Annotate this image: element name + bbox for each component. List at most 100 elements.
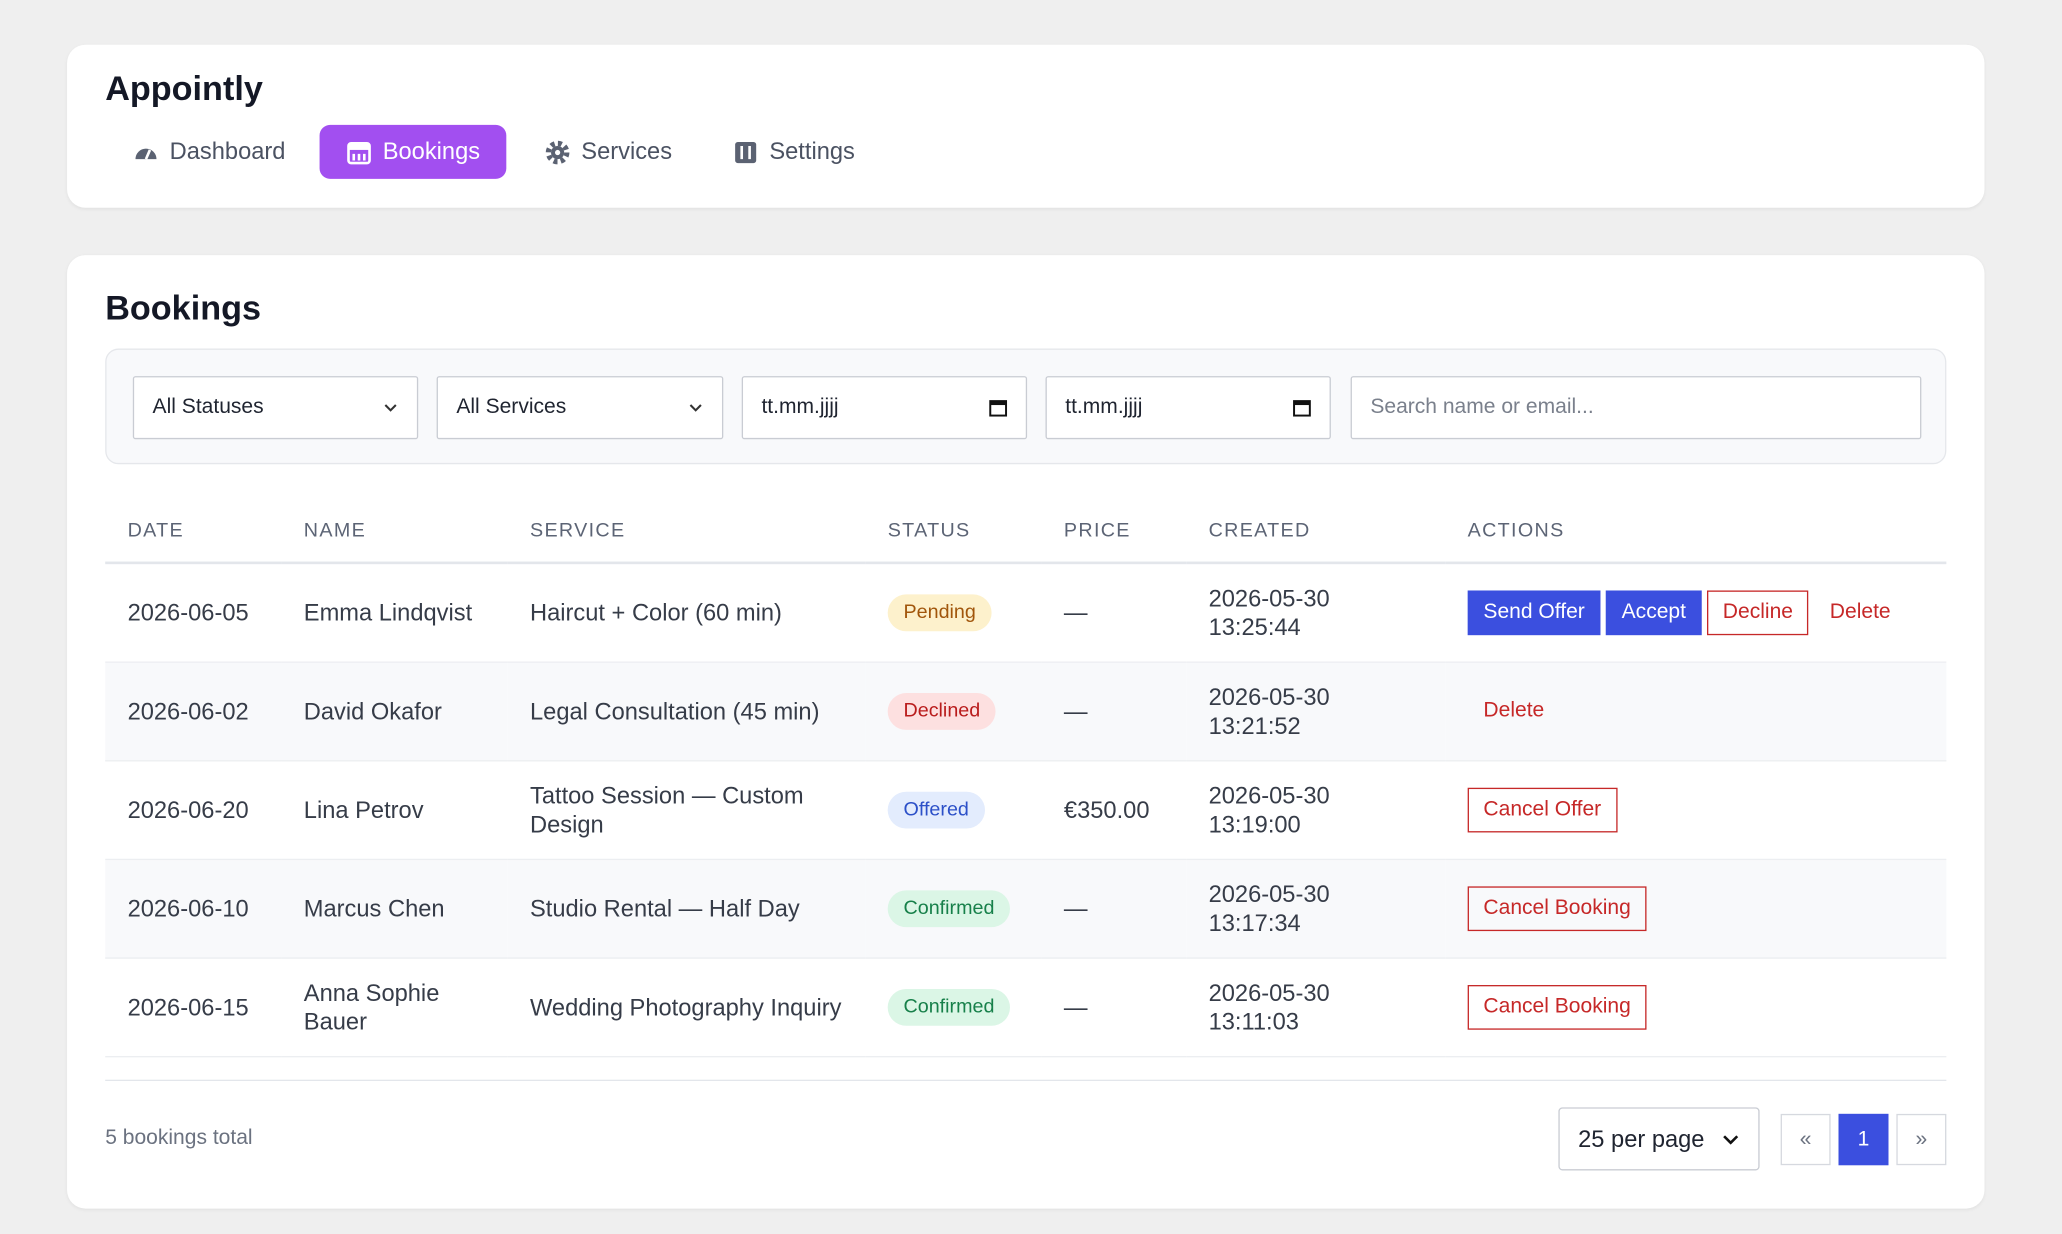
column-header: NAME — [281, 499, 508, 565]
column-header: ACTIONS — [1445, 499, 1947, 565]
created: 2026-05-30 13:21:52 — [1186, 662, 1446, 762]
bookings-table: DATE NAME SERVICE STATUS PRICE CREATED A… — [105, 499, 1947, 1058]
status-cell: Offered — [865, 760, 1042, 861]
divider — [105, 1079, 1947, 1082]
per-page-select[interactable]: 25 per page — [1558, 1107, 1760, 1171]
calendar-icon — [989, 400, 1008, 417]
status-badge: Offered — [887, 791, 985, 829]
created: 2026-05-30 13:17:34 — [1186, 859, 1446, 959]
column-header: DATE — [105, 499, 282, 565]
search-input[interactable]: Search name or email... — [1350, 376, 1922, 440]
name: Emma Lindqvist — [281, 562, 508, 663]
service: Haircut + Color (60 min) — [507, 562, 866, 663]
booking-row: 2026-06-02 David Okafor Legal Consultati… — [105, 662, 1947, 762]
icon — [545, 140, 570, 164]
booking-row: 2026-06-15 Anna Sophie Bauer Wedding Pho… — [105, 958, 1947, 1058]
service: Studio Rental — Half Day — [507, 859, 866, 959]
action-button[interactable]: Cancel Offer — [1467, 787, 1617, 833]
chevron — [689, 404, 702, 412]
column-header: SERVICE — [507, 499, 866, 565]
action-button[interactable]: Decline — [1707, 590, 1809, 636]
section-title: Bookings — [105, 288, 261, 328]
action-button[interactable]: Delete — [1483, 699, 1545, 722]
column-header: STATUS — [865, 499, 1042, 565]
icon — [135, 147, 157, 159]
status-badge: Pending — [887, 594, 992, 632]
date: 2026-06-02 — [105, 662, 282, 762]
booking-row: 2026-06-10 Marcus Chen Studio Rental — H… — [105, 859, 1947, 959]
actions: Cancel Offer — [1445, 760, 1947, 861]
action-button[interactable]: Cancel Booking — [1467, 886, 1647, 932]
date-placeholder: tt.mm.jjjj — [1065, 395, 1143, 419]
price: — — [1041, 958, 1187, 1058]
nav-item[interactable]: Services — [518, 125, 698, 179]
name: David Okafor — [281, 662, 508, 762]
service: Tattoo Session — Custom Design — [507, 760, 866, 861]
select-value: All Services — [456, 395, 567, 419]
service: Wedding Photography Inquiry — [507, 958, 866, 1058]
date: 2026-06-10 — [105, 859, 282, 959]
status-cell: Confirmed — [865, 859, 1042, 959]
service: Legal Consultation (45 min) — [507, 662, 866, 762]
column-header: PRICE — [1041, 499, 1187, 565]
status-cell: Declined — [865, 662, 1042, 762]
date-from[interactable]: tt.mm.jjjj — [741, 376, 1028, 440]
name: Anna Sophie Bauer — [281, 958, 508, 1058]
calendar-icon — [1293, 400, 1311, 417]
filter-bar: All Statuses All Services tt.mm.jjjj tt.… — [105, 348, 1947, 465]
search-placeholder: Search name or email... — [1370, 395, 1594, 419]
header-row: DATE NAME SERVICE STATUS PRICE CREATED A… — [105, 499, 1947, 565]
date: 2026-06-05 — [105, 562, 282, 663]
icon — [735, 141, 757, 163]
status-cell: Confirmed — [865, 958, 1042, 1058]
actions: Send Offer Accept Decline Delete — [1445, 562, 1947, 663]
actions: Cancel Booking — [1445, 859, 1947, 959]
action-button[interactable]: Cancel Booking — [1467, 985, 1647, 1030]
header-card: Appointly Dashboard Bookings Services Se… — [67, 44, 1985, 208]
date: 2026-06-20 — [105, 760, 282, 861]
name: Lina Petrov — [281, 760, 508, 861]
price: — — [1041, 562, 1187, 663]
page-next[interactable]: » — [1896, 1113, 1947, 1166]
nav-item[interactable]: Dashboard — [107, 125, 312, 179]
date: 2026-06-15 — [105, 958, 282, 1058]
status-badge: Confirmed — [887, 890, 1011, 928]
booking-row: 2026-06-05 Emma Lindqvist Haircut + Colo… — [105, 562, 1947, 663]
page-prev[interactable]: « — [1780, 1113, 1831, 1166]
date-placeholder: tt.mm.jjjj — [761, 395, 839, 419]
select-value: 25 per page — [1578, 1125, 1705, 1152]
nav-label: Services — [581, 138, 673, 165]
status-badge: Declined — [887, 693, 997, 730]
created: 2026-05-30 13:11:03 — [1186, 958, 1446, 1058]
status-select[interactable]: All Statuses — [132, 376, 419, 440]
icon — [347, 141, 371, 164]
nav-item[interactable]: Settings — [706, 125, 881, 179]
actions: Cancel Booking — [1445, 958, 1947, 1058]
status-badge: Confirmed — [887, 988, 1011, 1026]
name: Marcus Chen — [281, 859, 508, 959]
price: — — [1041, 662, 1187, 762]
nav-label: Bookings — [382, 138, 481, 165]
created: 2026-05-30 13:19:00 — [1186, 760, 1446, 861]
service-select[interactable]: All Services — [436, 376, 724, 440]
booking-row: 2026-06-20 Lina Petrov Tattoo Session — … — [105, 760, 1947, 861]
status-cell: Pending — [865, 562, 1042, 663]
nav-item[interactable]: Bookings — [319, 124, 507, 179]
chevron — [384, 404, 397, 412]
action-button[interactable]: Delete — [1829, 601, 1891, 624]
page-number[interactable]: 1 — [1838, 1113, 1889, 1166]
created: 2026-05-30 13:25:44 — [1186, 562, 1446, 663]
price: — — [1041, 859, 1187, 959]
actions: Delete — [1445, 662, 1947, 762]
bookings-card: Bookings All Statuses All Services tt.mm… — [67, 255, 1985, 1209]
action-button[interactable]: Send Offer — [1467, 590, 1601, 636]
price: €350.00 — [1041, 760, 1187, 861]
column-header: CREATED — [1186, 499, 1446, 565]
select-value: All Statuses — [152, 395, 264, 419]
date-to[interactable]: tt.mm.jjjj — [1045, 376, 1331, 440]
action-button[interactable]: Accept — [1605, 590, 1702, 636]
nav-label: Settings — [769, 138, 855, 165]
total-count: 5 bookings total — [105, 1127, 253, 1150]
